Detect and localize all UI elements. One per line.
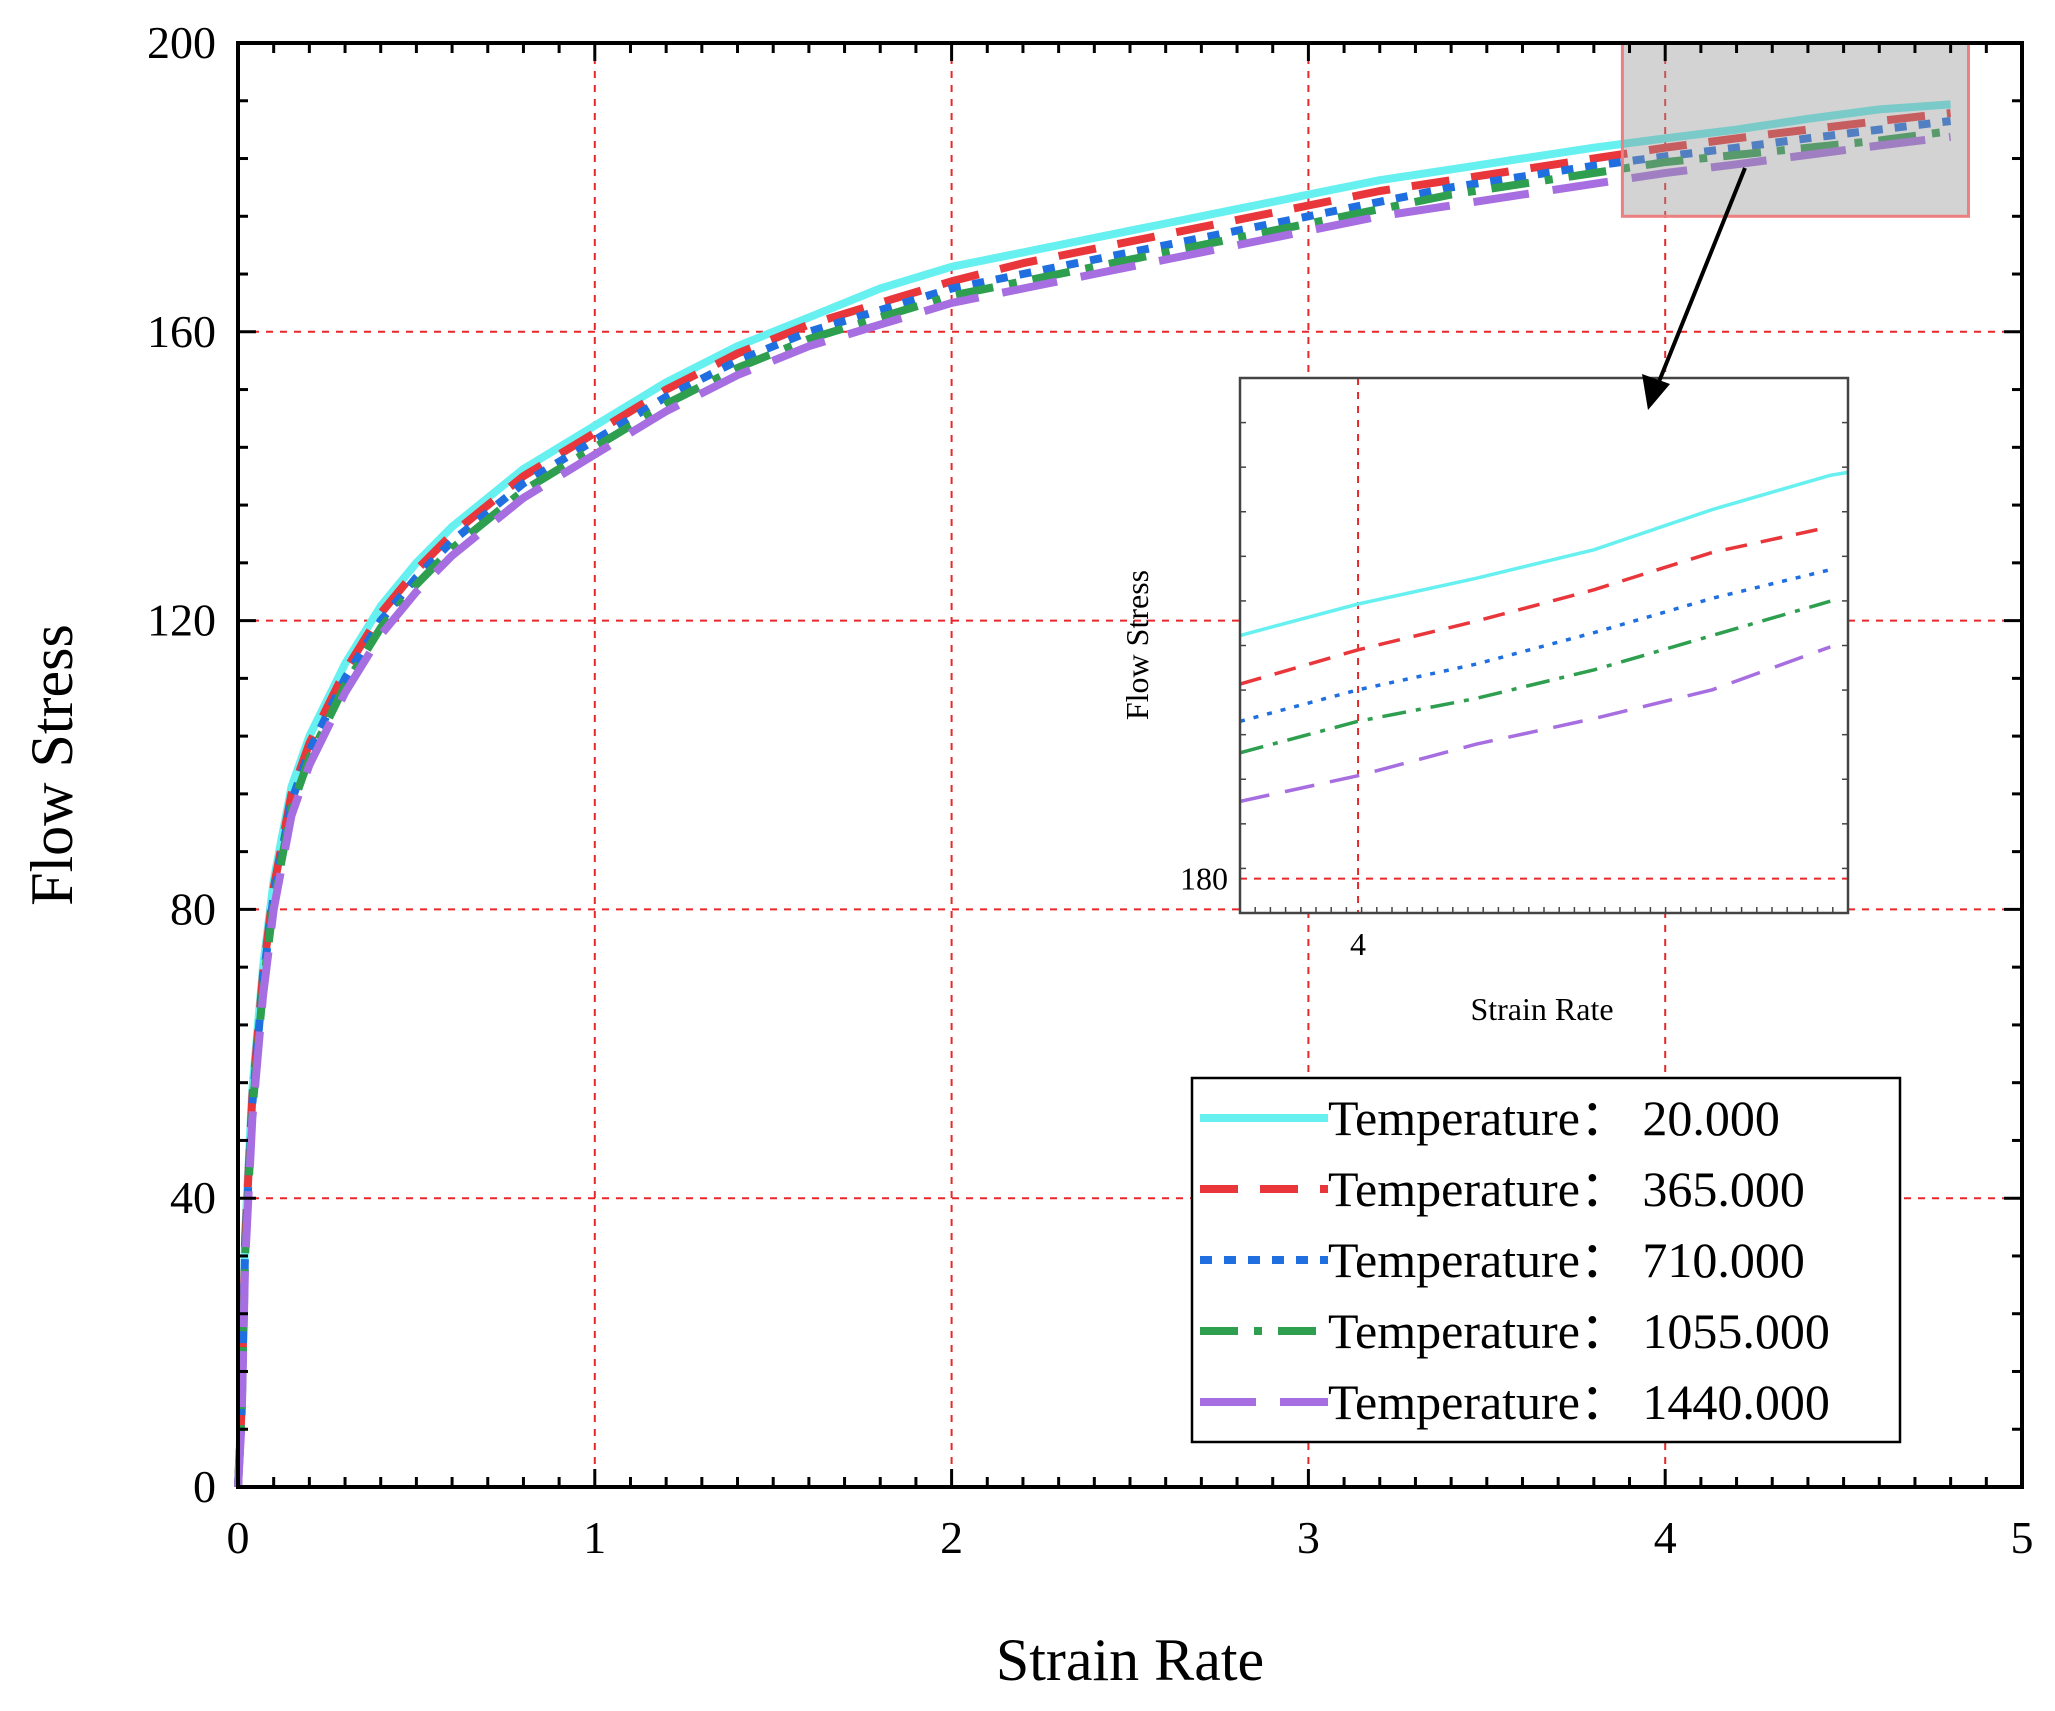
y-tick-label: 40 [170,1172,216,1223]
inset-panel: 4 180 Strain Rate Flow Stress [1119,167,1850,1027]
x-tick-label: 0 [227,1512,250,1563]
zoom-arrow-line [1652,167,1747,395]
y-tick-label: 120 [147,595,216,646]
inset-series-line-3 [1240,599,1831,755]
inset-y-axis-title: Flow Stress [1119,570,1155,720]
legend-label-1: Temperature： 365.000 [1328,1161,1805,1217]
y-tick-label: 0 [193,1461,216,1512]
x-tick-label: 5 [2011,1512,2034,1563]
x-tick-label: 1 [583,1512,606,1563]
series-line-1 [234,109,1952,1488]
inset-series-line-1 [1240,525,1831,686]
series-line-4 [234,132,1952,1488]
inset-x-axis-title: Strain Rate [1470,991,1613,1027]
y-axis-title: Flow Stress [19,624,85,906]
inset-series-line-4 [1240,645,1831,804]
legend-box [1190,1076,1902,1444]
zoom-arrow-head [1642,374,1670,410]
series-line-2 [234,117,1952,1488]
axes-layer [236,41,2024,1489]
x-tick-label: 3 [1297,1512,1320,1563]
inset-background [1240,378,1848,913]
series-line-3 [234,127,1952,1488]
x-tick-label: 4 [1654,1512,1677,1563]
y-tick-label: 200 [147,17,216,68]
tick-labels: 0 1 2 3 4 5 0 40 80 120 160 200 [147,17,2034,1563]
y-tick-label: 160 [147,306,216,357]
x-axis-title: Strain Rate [996,1627,1264,1693]
inset-series-group [1240,470,1848,804]
zoom-box [1620,41,1970,218]
inset-x-tick-label: 4 [1350,926,1366,962]
legend-label-2: Temperature： 710.000 [1328,1232,1805,1288]
zoom-region [1620,41,1970,218]
legend-label-0: Temperature： 20.000 [1328,1090,1780,1146]
legend-label-3: Temperature： 1055.000 [1328,1303,1830,1359]
inset-series-line-0 [1240,470,1848,638]
series-layer [234,100,1952,1488]
inset-series-line-2 [1240,567,1831,723]
x-tick-label: 2 [940,1512,963,1563]
legend: Temperature： 20.000 Temperature： 365.000 T… [1190,1076,1902,1444]
inset-y-tick-label: 180 [1180,861,1228,897]
y-tick-label: 80 [170,883,216,934]
legend-label-4: Temperature： 1440.000 [1328,1374,1830,1430]
